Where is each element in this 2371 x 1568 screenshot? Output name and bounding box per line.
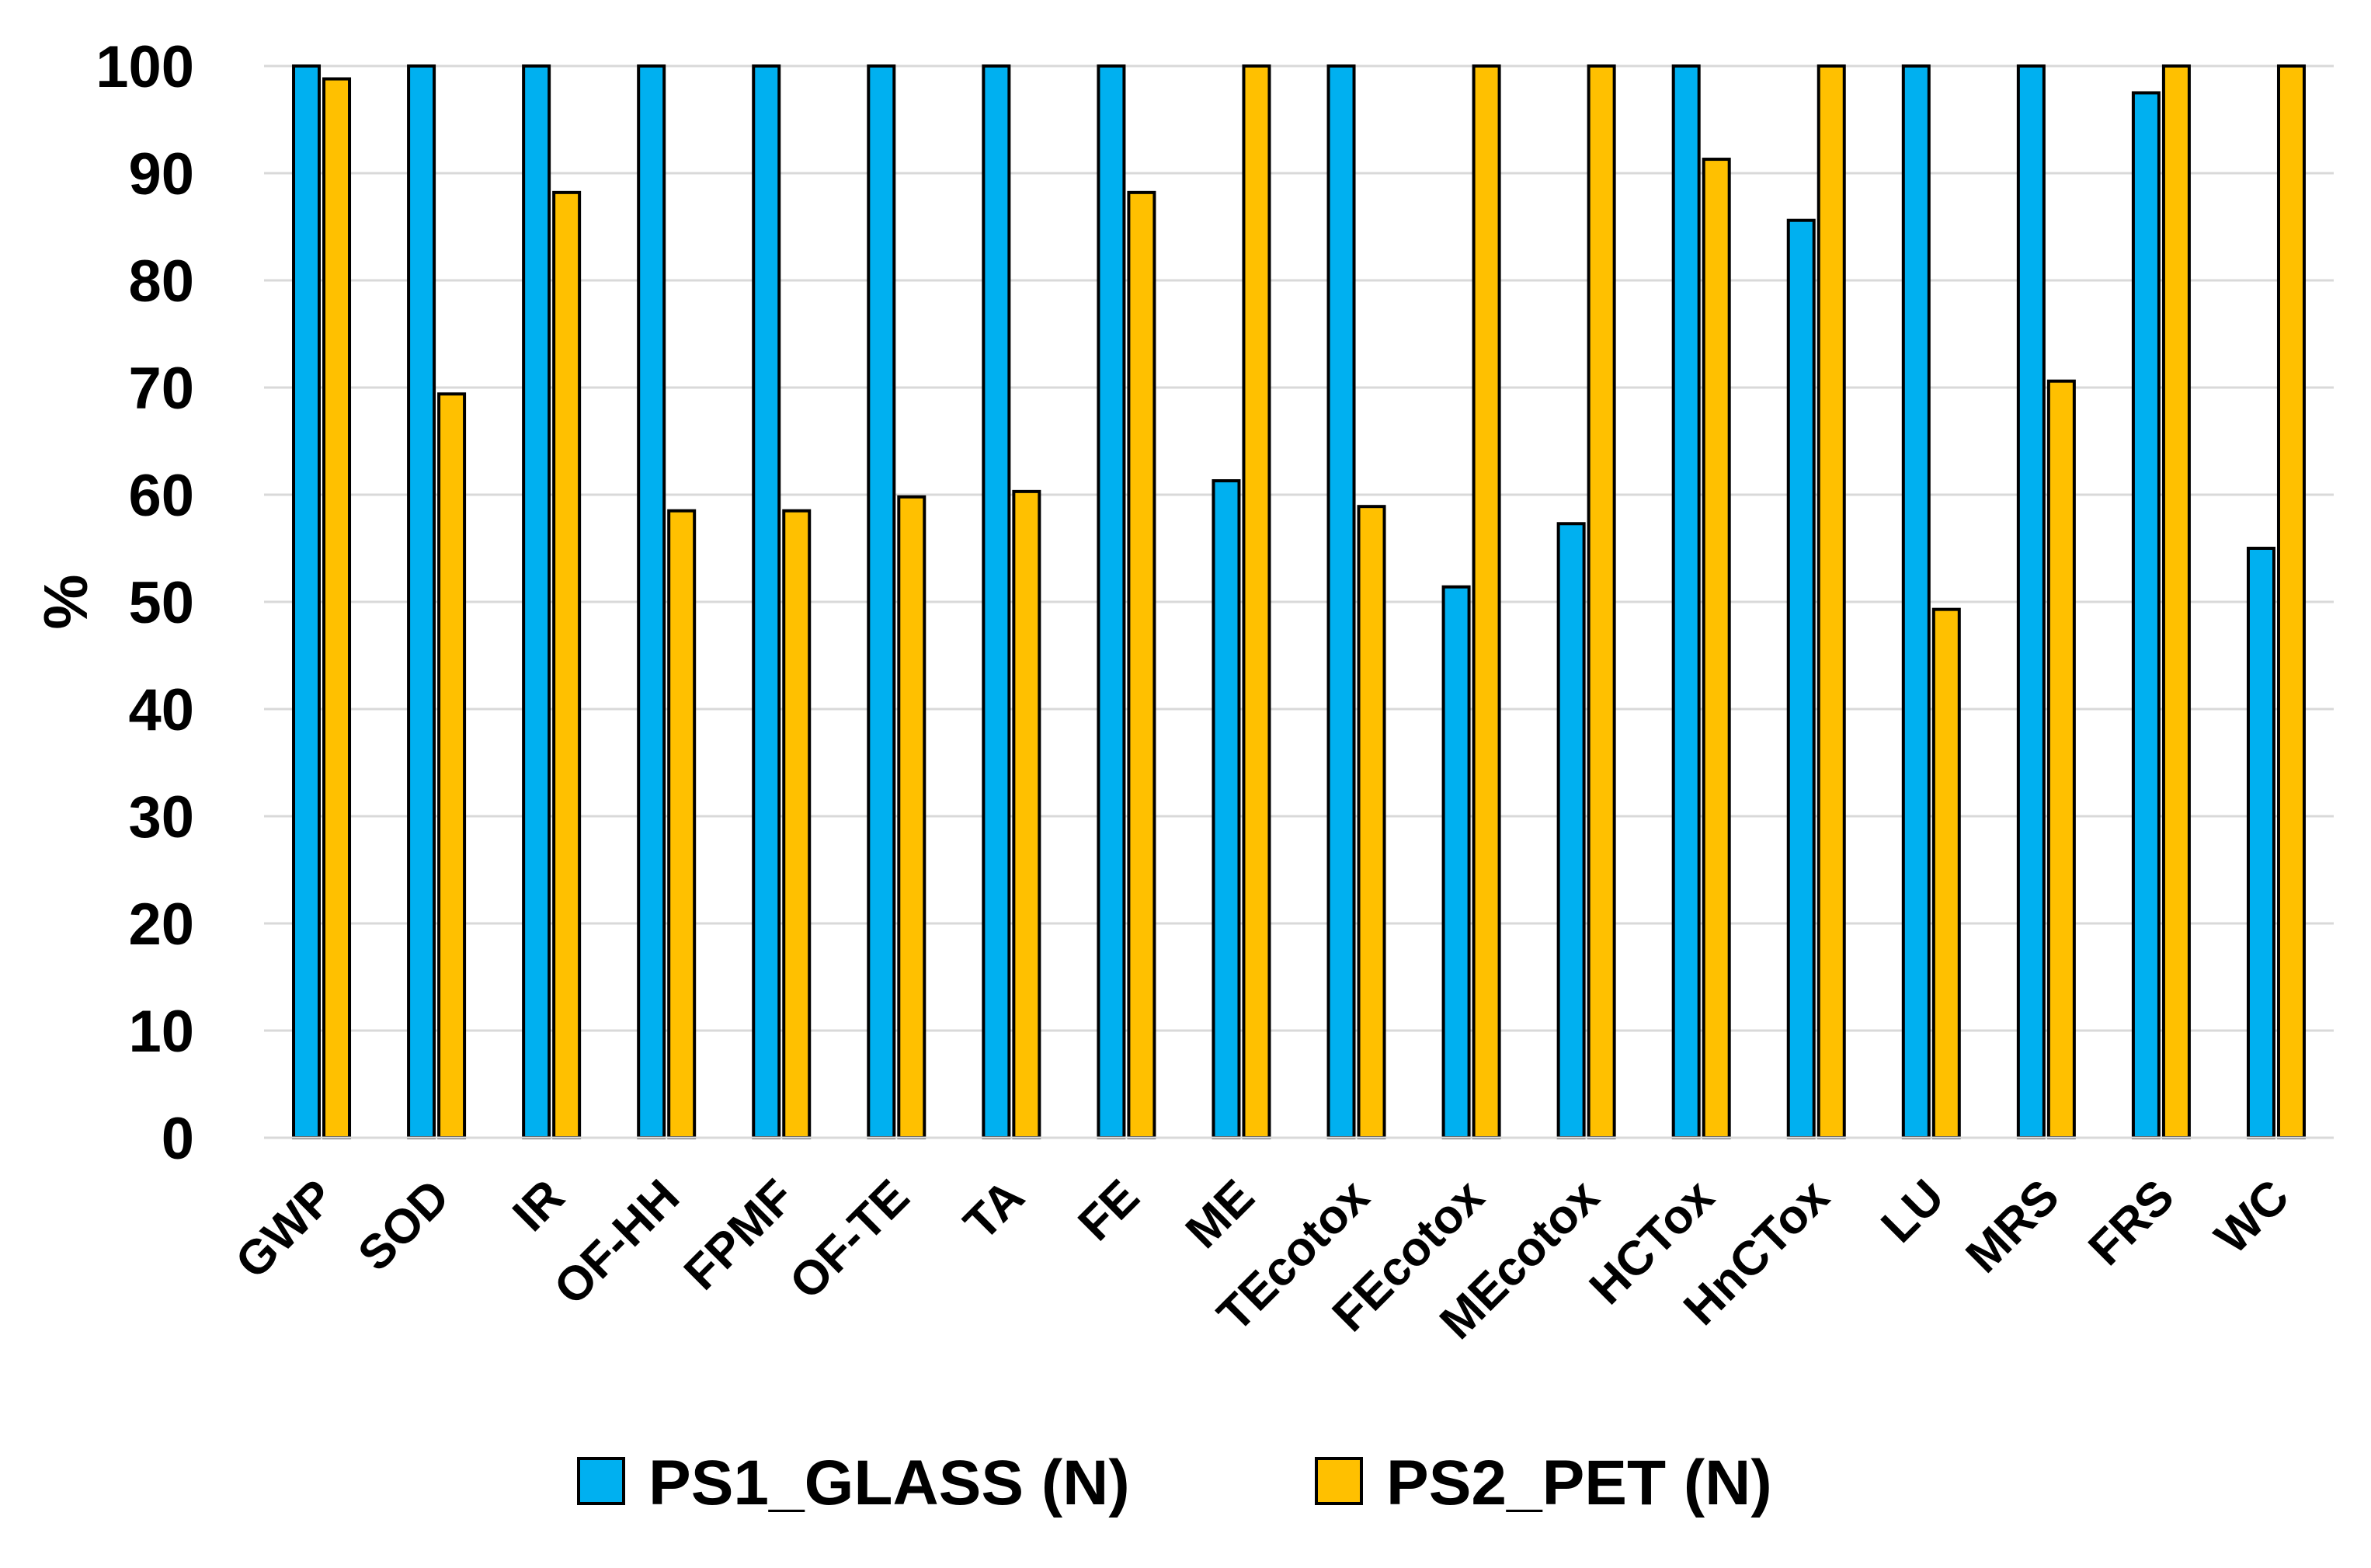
bar-group-fecotox [1441,64,1501,1139]
bar-ps2-pet-tecotox [1357,505,1386,1139]
bar-group-fpmf [752,64,812,1139]
bar-ps2-pet-fecotox [1472,64,1501,1139]
bar-ps1-glass-ta [982,64,1011,1139]
gridlines [264,64,2334,1032]
bar-ps1-glass-fe [1097,64,1126,1139]
legend-label: PS1_GLASS (N) [648,1448,1130,1518]
bar-ps1-glass-frs [2131,91,2161,1139]
bar-ps2-pet-fpmf [782,509,812,1139]
y-tick-label: 80 [128,249,194,315]
bar-ps2-pet-lu [1931,607,1961,1139]
bar-ps2-pet-of-hh [667,509,697,1139]
bar-group-lu [1901,64,1961,1139]
y-axis-title: % [31,574,100,629]
bar-ps2-pet-mecotox [1587,64,1616,1139]
legend: PS1_GLASS (N) PS2_PET (N) [577,1448,1772,1518]
x-category-label: WC [2205,1170,2300,1264]
legend-swatch [577,1457,625,1505]
x-category-label: FE [1068,1170,1149,1251]
x-category-label: GWP [225,1170,345,1289]
bar-group-ir [522,64,582,1140]
bar-ps2-pet-gwp [322,77,352,1139]
bar-ps1-glass-ir [522,64,551,1139]
bar-ps2-pet-mrs [2046,379,2076,1140]
bar-ps2-pet-wc [2276,64,2306,1139]
bar-group-tecotox [1326,64,1386,1139]
x-category-label: OF-HH [544,1170,690,1316]
bar-ps1-glass-lu [1901,64,1931,1139]
x-category-label: TA [954,1170,1034,1250]
x-category-label: SOD [348,1170,460,1281]
x-category-label: ME [1176,1170,1265,1259]
y-tick-label: 0 [162,1106,194,1172]
legend-label: PS2_PET (N) [1386,1448,1772,1518]
legend-item-ps1-glass: PS1_GLASS (N) [577,1448,1130,1518]
bar-group-of-te [867,64,926,1139]
bar-group-gwp [292,64,352,1139]
legend-item-ps2-pet: PS2_PET (N) [1315,1448,1772,1518]
bar-ps2-pet-sod [437,392,467,1139]
y-tick-label: 30 [128,784,194,850]
x-category-label: FPMF [674,1170,805,1300]
bar-ps2-pet-ir [552,190,582,1140]
bar-ps2-pet-ta [1012,489,1041,1139]
bar-ps1-glass-sod [407,64,436,1139]
bar-ps1-glass-hctox [1671,64,1701,1139]
y-tick-label: 10 [128,999,194,1065]
bar-ps1-glass-mecotox [1556,522,1586,1139]
bar-ps1-glass-hnctox [1786,218,1816,1140]
bar-ps1-glass-of-hh [637,64,666,1139]
bar-ps2-pet-me [1242,64,1271,1139]
bar-group-fe [1097,64,1156,1140]
x-category-label: LU [1871,1170,1954,1253]
bar-ps2-pet-of-te [897,495,926,1139]
bar-group-ta [982,64,1041,1139]
bar-ps2-pet-hctox [1702,158,1731,1139]
y-tick-label: 20 [128,892,194,958]
bar-ps1-glass-wc [2246,547,2275,1139]
x-category-label: FRS [2078,1170,2184,1275]
bar-ps1-glass-of-te [867,64,896,1139]
bar-ps1-glass-tecotox [1326,64,1356,1139]
y-axis-ticks: 0 10 20 30 40 50 60 70 80 90 100 [96,34,194,1172]
y-tick-label: 70 [128,356,194,422]
y-tick-label: 90 [128,141,194,207]
bar-group-of-hh [637,64,697,1139]
y-tick-label: 50 [128,570,194,636]
bar-group-frs [2131,64,2191,1139]
y-tick-label: 40 [128,677,194,743]
bar-ps1-glass-me [1212,479,1241,1139]
legend-swatch [1315,1457,1363,1505]
bar-ps2-pet-fe [1127,190,1156,1140]
bar-ps1-glass-mrs [2016,64,2046,1139]
x-category-label: OF-TE [780,1170,920,1309]
bar-ps2-pet-frs [2161,64,2191,1139]
x-category-label: IR [502,1170,575,1242]
bar-ps1-glass-fecotox [1441,585,1471,1139]
bar-ps1-glass-fpmf [752,64,781,1139]
y-tick-label: 100 [96,34,194,100]
x-category-label: MRS [1956,1170,2070,1283]
y-tick-label: 60 [128,463,194,529]
bar-ps2-pet-hnctox [1816,64,1846,1139]
bar-ps1-glass-gwp [292,64,322,1139]
